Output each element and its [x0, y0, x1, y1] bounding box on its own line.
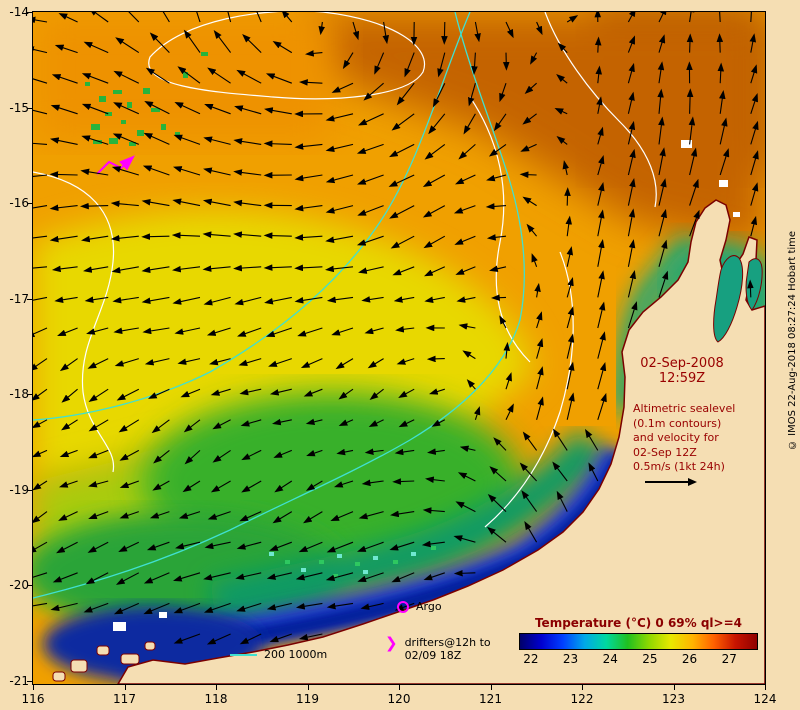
drifters-line: 02/09 18Z: [404, 649, 462, 662]
colorbar: Temperature (°C) 0 69% ql>=4 22 23 24 25 26 2…: [519, 616, 758, 666]
lon-tick: [33, 685, 34, 690]
bay-inlet: [713, 255, 744, 343]
lat-tick: [27, 107, 32, 109]
altimetric-line: 0.5m/s (1kt 24h): [633, 460, 725, 473]
timestamp-block: 02-Sep-2008 12:59Z: [630, 356, 734, 386]
lat-tick: [27, 394, 32, 396]
lon-tick: [307, 685, 309, 690]
drifters-line: drifters@12h to: [404, 636, 491, 649]
depth-scale-label: 200 1000m: [264, 648, 328, 661]
copyright-text: © IMOS 22-Aug-2018 08:27:24 Hobart time: [787, 230, 798, 450]
bathymetry-contours: [33, 12, 525, 599]
lat-tick: [27, 298, 32, 300]
lat-tick-label: -14: [9, 5, 29, 19]
lon-tick-label: 122: [570, 692, 594, 706]
argo-marker-icon: [397, 600, 409, 613]
lat-tick: [27, 203, 32, 205]
map-canvas: [33, 12, 765, 684]
lon-tick: [582, 685, 583, 690]
lat-tick-label: -21: [9, 673, 29, 688]
lon-tick-label: 117: [113, 692, 136, 706]
lon-tick: [765, 685, 766, 690]
date-text: 02-Sep-2008: [640, 356, 724, 371]
lat-tick-label: -15: [9, 100, 29, 115]
lat-tick-label: -20: [9, 578, 29, 593]
map-frame: [32, 11, 766, 685]
colorbar-title: Temperature (°C) 0 69% ql>=4: [534, 616, 743, 630]
lon-tick: [216, 685, 217, 690]
velocity-scale-arrow: [645, 478, 697, 486]
colorbar-tick-label: 22: [523, 652, 539, 666]
lat-tick: [27, 585, 32, 587]
lon-tick: [673, 685, 675, 690]
bay-inlet-2: [745, 258, 763, 311]
lon-tick-label: 119: [296, 692, 319, 706]
altimetric-line: and velocity for: [633, 431, 719, 444]
lon-tick: [124, 685, 126, 690]
drifter-track: [96, 155, 135, 175]
lon-tick-label: 121: [479, 692, 502, 706]
colorbar-tick-label: 23: [562, 652, 579, 666]
time-text: 12:59Z: [658, 371, 706, 386]
lat-tick-label: -17: [9, 291, 29, 306]
lat-tick: [27, 12, 32, 13]
colorbar-tick-label: 26: [681, 652, 698, 666]
argo-legend: Argo: [397, 600, 442, 613]
depth-contour-legend: 200 1000m: [230, 648, 327, 661]
drifters-label: drifters@12h to 02/09 18Z: [405, 636, 491, 662]
altimetric-line: 02-Sep 12Z: [633, 445, 697, 459]
colorbar-tick-label: 25: [642, 652, 658, 666]
lat-tick: [27, 489, 32, 491]
land: [117, 199, 765, 684]
velocity-arrows: [33, 12, 759, 645]
colorbar-tick-label: 27: [721, 652, 737, 666]
lon-tick-label: 123: [662, 692, 685, 706]
drifter-marker-icon: ❯: [385, 634, 398, 652]
colorbar-tick-label: 24: [602, 652, 618, 666]
colorbar-tick-labels: 22 23 24 25 26 27: [519, 652, 758, 666]
islands: [52, 641, 156, 682]
altimetric-line: Altimetric sealevel: [633, 402, 736, 415]
lon-tick-label: 120: [387, 692, 411, 706]
lon-tick: [399, 685, 400, 690]
bathymetry-line-icon: [230, 653, 257, 656]
lon-tick-label: 116: [21, 692, 45, 706]
lon-tick-label: 118: [204, 692, 228, 706]
data-speckles: [85, 52, 436, 578]
argo-label: Argo: [416, 600, 442, 613]
lon-tick-label: 124: [753, 692, 777, 706]
altimetric-note: Altimetric sealevel (0.1m contours) and …: [633, 402, 753, 475]
lat-tick-label: -18: [9, 387, 29, 402]
cloud-patches: [113, 140, 740, 631]
lat-tick-label: -16: [9, 196, 29, 211]
lat-tick-label: -19: [9, 482, 29, 497]
altimetric-line: (0.1m contours): [633, 416, 722, 430]
lon-tick: [490, 685, 492, 690]
mainland-coastline: [117, 199, 765, 684]
drifters-legend: ❯ drifters@12h to 02/09 18Z: [385, 634, 491, 663]
lat-tick: [27, 680, 32, 682]
colorbar-gradient-bar: [519, 633, 758, 650]
